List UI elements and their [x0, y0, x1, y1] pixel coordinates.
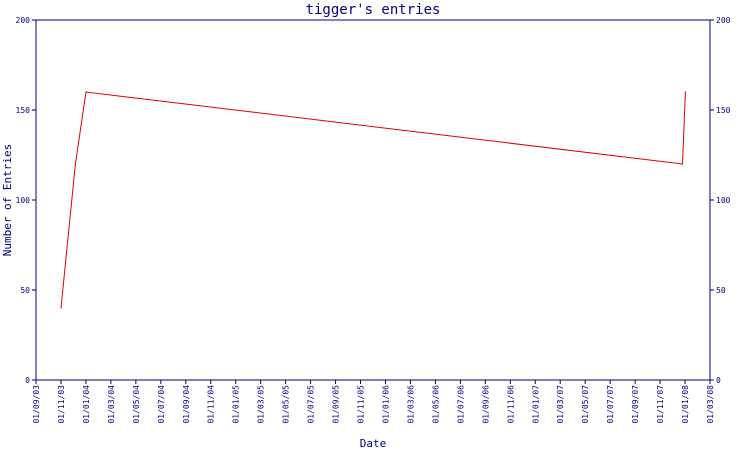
- x-tick-label: 01/11/05: [357, 385, 366, 424]
- x-tick-label: 01/07/04: [157, 385, 166, 424]
- x-tick-label: 01/11/03: [57, 385, 66, 424]
- x-tick-label: 01/09/03: [32, 385, 41, 424]
- x-tick-label: 01/05/07: [581, 385, 590, 424]
- x-tick-label: 01/03/06: [406, 385, 415, 424]
- x-tick-label: 01/01/04: [82, 385, 91, 424]
- x-tick-label: 01/11/06: [506, 385, 515, 424]
- y-axis-left: 0 50 100 150 200: [16, 16, 36, 385]
- y-axis-label: Number of Entries: [1, 144, 14, 257]
- x-tick-label: 01/01/05: [232, 385, 241, 424]
- x-tick-label: 01/05/05: [282, 385, 291, 424]
- data-point: [684, 91, 686, 93]
- y-tick-label-left: 100: [16, 196, 31, 205]
- y-tick-label-left: 50: [20, 286, 30, 295]
- chart-title: tigger's entries: [306, 2, 441, 18]
- x-tick-label: 01/03/04: [107, 385, 116, 424]
- x-axis-label: Date: [360, 437, 387, 450]
- y-tick-label-right: 50: [716, 286, 726, 295]
- x-tick-label: 01/11/04: [207, 385, 216, 424]
- data-point: [74, 163, 76, 165]
- y-tick-label-right: 200: [716, 16, 731, 25]
- y-tick-label-right: 0: [716, 376, 721, 385]
- x-axis: 01/09/03 01/11/03 01/01/04 01/03/04 01/05/04…: [32, 380, 715, 424]
- x-tick-label: 01/11/07: [656, 385, 665, 424]
- x-tick-label: 01/09/04: [182, 385, 191, 424]
- series-line: [60, 91, 686, 309]
- y-tick-label-right: 100: [716, 196, 731, 205]
- x-tick-label: 01/07/07: [606, 385, 615, 424]
- x-tick-label: 01/01/06: [381, 385, 390, 424]
- y-axis-right: 0 50 100 150 200: [710, 16, 731, 385]
- x-tick-label: 01/07/05: [307, 385, 316, 424]
- x-tick-label: 01/09/05: [332, 385, 341, 424]
- data-point: [681, 163, 684, 165]
- x-tick-label: 01/03/05: [257, 385, 266, 424]
- x-tick-label: 01/03/07: [556, 385, 565, 424]
- y-tick-label-right: 150: [716, 106, 731, 115]
- x-tick-label: 01/09/07: [631, 385, 640, 424]
- x-tick-label: 01/07/06: [456, 385, 465, 424]
- y-tick-label-left: 0: [25, 376, 30, 385]
- data-point: [60, 307, 62, 309]
- x-tick-label: 01/01/08: [681, 385, 690, 424]
- x-tick-label: 01/09/06: [481, 385, 490, 424]
- plot-frame: [35, 19, 711, 381]
- y-tick-label-left: 150: [16, 106, 31, 115]
- data-point: [85, 91, 87, 93]
- series-group: [60, 91, 686, 309]
- y-tick-label-left: 200: [16, 16, 31, 25]
- x-tick-label: 01/05/04: [132, 385, 141, 424]
- x-tick-label: 01/03/08: [706, 385, 715, 424]
- x-tick-label: 01/01/07: [531, 385, 540, 424]
- x-tick-label: 01/05/06: [431, 385, 440, 424]
